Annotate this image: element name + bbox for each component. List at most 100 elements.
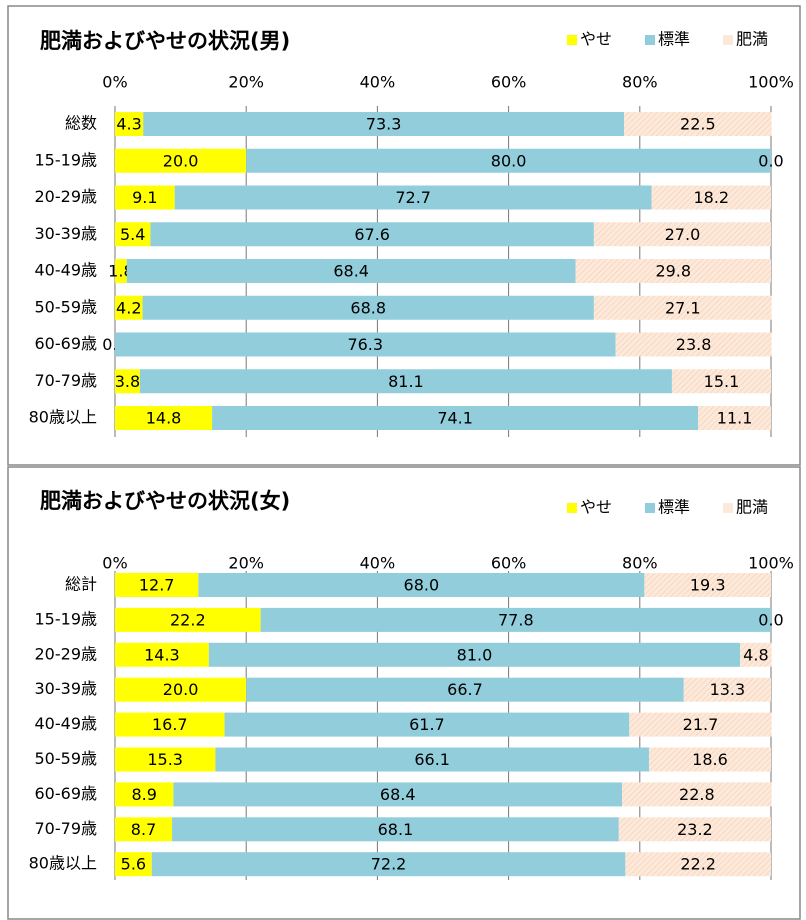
data-label: 11.1 — [717, 409, 753, 428]
x-tick-label: 0% — [102, 73, 127, 92]
bar-segment — [151, 852, 626, 877]
bar-segment — [593, 295, 772, 320]
data-label: 74.1 — [437, 409, 473, 428]
bar-segment — [671, 369, 771, 394]
bar-segment — [246, 677, 684, 702]
data-label: 81.1 — [388, 372, 424, 391]
data-label: 21.7 — [683, 715, 719, 734]
legend-swatch — [723, 503, 733, 513]
data-label: 72.2 — [371, 855, 407, 874]
data-label: 27.0 — [665, 225, 701, 244]
bar-segment — [174, 185, 652, 210]
data-label: 22.2 — [170, 610, 206, 629]
data-label: 5.4 — [120, 225, 145, 244]
data-label: 20.0 — [163, 151, 199, 170]
y-tick-label: 総数 — [65, 114, 97, 133]
legend-swatch — [567, 503, 577, 513]
data-label: 5.6 — [121, 855, 146, 874]
y-tick-label: 80歳以上 — [29, 408, 97, 427]
bar-segment — [173, 782, 623, 807]
data-label: 29.8 — [655, 262, 691, 281]
data-label: 20.0 — [163, 680, 199, 699]
legend-label: 肥満 — [736, 30, 768, 49]
bar-segment — [260, 607, 771, 632]
data-label: 73.3 — [366, 115, 402, 134]
data-label: 9.1 — [132, 188, 157, 207]
chart-title: 肥満およびやせの状況(男) — [40, 29, 290, 53]
data-label: 19.3 — [690, 576, 726, 595]
data-label: 0.0 — [758, 610, 783, 629]
bar-segment — [648, 747, 771, 772]
data-label: 13.3 — [710, 680, 746, 699]
data-label: 15.1 — [704, 372, 740, 391]
data-label: 68.4 — [380, 785, 416, 804]
y-tick-label: 60-69歳 — [35, 334, 98, 353]
y-tick-label: 70-79歳 — [35, 371, 98, 390]
data-label: 68.1 — [378, 820, 414, 839]
y-tick-label: 20-29歳 — [35, 644, 98, 663]
legend-swatch — [645, 503, 655, 513]
data-label: 66.7 — [447, 680, 483, 699]
x-tick-label: 20% — [228, 554, 264, 573]
bar-segment — [740, 642, 772, 667]
bar-segment — [615, 332, 772, 357]
data-label: 4.2 — [116, 298, 141, 317]
bar-segment — [115, 642, 209, 667]
data-label: 4.3 — [116, 115, 141, 134]
data-label: 8.9 — [131, 785, 156, 804]
data-label: 22.5 — [680, 115, 716, 134]
data-label: 61.7 — [409, 715, 445, 734]
bar-segment — [215, 747, 649, 772]
bar-segment — [115, 817, 173, 842]
bar-segment — [115, 406, 213, 430]
bar-segment — [115, 369, 140, 394]
legend-label: やせ — [580, 30, 612, 49]
bar-segment — [246, 148, 771, 173]
y-tick-label: 80歳以上 — [29, 854, 97, 873]
bar-segment — [115, 747, 216, 772]
y-tick-label: 60-69歳 — [35, 784, 98, 803]
data-label: 22.2 — [680, 855, 716, 874]
bar-segment — [115, 295, 143, 320]
y-tick-label: 30-39歳 — [35, 224, 98, 243]
bar-segment — [115, 185, 175, 210]
data-label: 68.4 — [333, 262, 369, 281]
data-label: 3.8 — [115, 372, 140, 391]
legend-swatch — [645, 35, 655, 45]
y-tick-label: 15-19歳 — [35, 150, 98, 169]
bar-segment — [115, 712, 225, 737]
bar-segment — [172, 817, 619, 842]
data-label: 68.8 — [350, 298, 386, 317]
bar-segment — [624, 112, 772, 136]
bar-segment — [644, 573, 771, 597]
bar-segment — [115, 148, 247, 173]
bar-segment — [198, 573, 645, 597]
data-label: 77.8 — [498, 610, 534, 629]
bar-segment — [115, 677, 247, 702]
x-tick-label: 20% — [228, 73, 264, 92]
bar-segment — [115, 112, 144, 136]
data-label: 27.1 — [665, 298, 701, 317]
x-tick-label: 60% — [491, 554, 527, 573]
data-label: 66.1 — [414, 750, 450, 769]
y-tick-label: 20-29歳 — [35, 187, 98, 206]
data-label: 68.0 — [404, 576, 440, 595]
x-tick-label: 0% — [102, 554, 127, 573]
bar-segment — [143, 112, 625, 136]
bar-segment — [651, 185, 771, 210]
bar-segment — [115, 573, 199, 597]
bar-segment — [212, 406, 699, 430]
data-label: 15.3 — [147, 750, 183, 769]
bar-segment — [150, 222, 594, 247]
data-label: 23.2 — [677, 820, 713, 839]
data-label: 23.8 — [676, 335, 712, 354]
bar-segment — [622, 782, 772, 807]
bar-segment — [625, 852, 771, 877]
legend-label: 標準 — [658, 498, 690, 517]
bar-segment — [115, 332, 616, 357]
data-label: 81.0 — [457, 645, 493, 664]
legend-swatch — [567, 35, 577, 45]
data-label: 8.7 — [131, 820, 156, 839]
y-tick-label: 30-39歳 — [35, 679, 98, 698]
